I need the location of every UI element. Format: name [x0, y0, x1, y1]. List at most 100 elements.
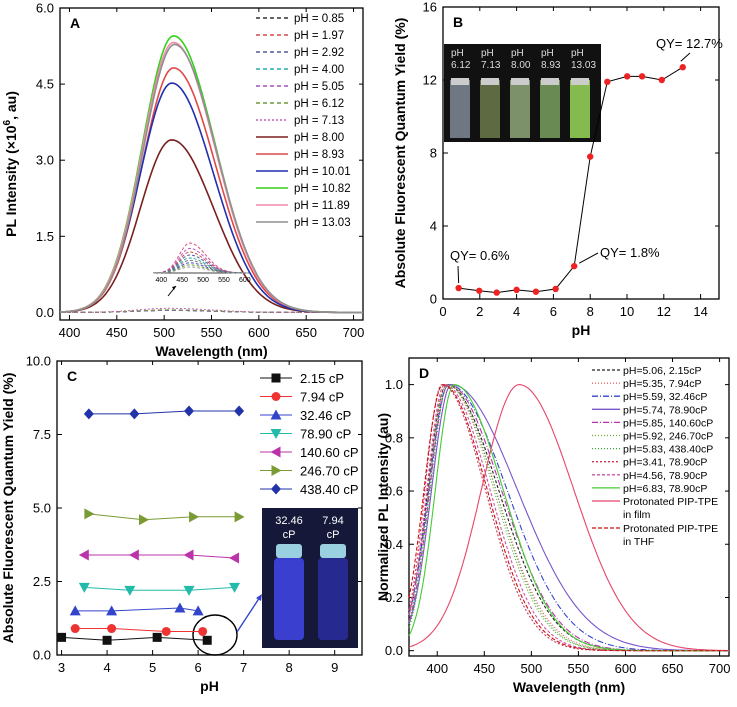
y-tick-label: 0.0: [385, 643, 403, 658]
series-line: [75, 628, 203, 632]
marker-circle: [161, 626, 171, 636]
x-axis-label: Wavelength (nm): [155, 343, 267, 359]
marker-square: [202, 635, 212, 645]
x-tick-label: 6: [195, 660, 202, 675]
panel-a-axes: 400 450 500 550 600 650 700 0.0 1.5 3.0 4.5 6.0 Wave…: [2, 1, 364, 360]
annotation-label: QY= 0.6%: [450, 248, 510, 263]
x-tick-label: 8: [286, 660, 293, 675]
legend-label: pH=5.35, 7.94cP: [623, 378, 702, 390]
y-tick-label: 5.0: [33, 501, 51, 516]
legend-label: 246.70 cP: [300, 464, 359, 479]
series-line: [75, 607, 199, 612]
x-tick-label: 600: [615, 661, 637, 676]
y-tick-label: 0.0: [36, 305, 54, 320]
x-tick-label: 600: [248, 325, 270, 340]
legend-label: in film: [623, 509, 651, 521]
inset-tick-label: 500: [197, 277, 209, 284]
marker-triangle-left: [78, 549, 89, 561]
photo-label-ph: pH: [511, 48, 524, 59]
legend-label: pH=6.83, 78.90cP: [623, 483, 707, 495]
x-tick-label: 550: [201, 325, 223, 340]
vial: [450, 80, 470, 138]
photo-label-ph: pH: [571, 48, 584, 59]
x-tick-label: 450: [106, 325, 128, 340]
inset-series-line: [153, 259, 249, 274]
x-tick-label: 500: [153, 325, 175, 340]
legend-label: pH=3.41, 78.90cP: [623, 457, 707, 469]
y-tick-label: 6.0: [36, 1, 54, 16]
data-point: [552, 285, 559, 293]
vial-cap: [511, 78, 529, 85]
legend-label: Protonated PIP-TPE: [623, 496, 718, 508]
y-axis-label: Absolute Fluorescent Quantum Yield (%): [0, 373, 16, 644]
legend-label: 7.94 cP: [300, 390, 344, 405]
y-axis-label-part: , au): [3, 91, 19, 120]
annotation-label: QY= 12.7%: [656, 36, 723, 51]
legend-label: 140.60 cP: [300, 445, 359, 460]
y-tick-label: 16: [423, 0, 437, 15]
inset-tick-label: 400: [156, 277, 168, 284]
marker-square: [102, 635, 112, 645]
x-tick-label: 500: [521, 661, 543, 676]
legend-label: 32.46 cP: [300, 408, 351, 423]
annotation-label: QY= 1.8%: [600, 245, 660, 260]
legend-label: pH=5.83, 438.40cP: [623, 444, 713, 456]
vial: [318, 558, 348, 640]
panel-c-axes: 3 4 5 6 7 8 9 0.0 2.5 5.0 7.5 10.0 pH Absolute Fluore…: [0, 354, 363, 694]
zoom-arrowhead: [256, 594, 262, 601]
inset-tick-label: 600: [239, 277, 251, 284]
marker-triangle-right: [234, 511, 245, 523]
marker-circle: [271, 392, 281, 401]
series-line: [408, 384, 729, 652]
data-point: [476, 287, 483, 294]
legend-label: pH = 4.00: [294, 64, 344, 76]
vial: [274, 558, 304, 640]
marker-triangle-left: [183, 549, 194, 561]
x-tick-label: 8: [587, 304, 594, 319]
marker-diamond: [234, 405, 245, 417]
marker-triangle-down: [183, 585, 195, 596]
legend-label: pH = 1.97: [294, 30, 344, 42]
panel-b-series: [455, 64, 686, 296]
data-point: [587, 153, 594, 160]
photo-label-value: 32.46: [275, 515, 303, 527]
legend-label: pH = 10.82: [294, 183, 351, 195]
legend-label: 2.15 cP: [300, 371, 344, 386]
marker-diamond: [184, 405, 195, 417]
inset-pointer-arrowhead: [172, 286, 176, 290]
marker-circle: [198, 626, 208, 636]
panel-d-axes: 400 450 500 550 600 650 700 0.0 0.2 0.4 0.6 0.8 1.0 W…: [375, 357, 730, 695]
legend-label: pH = 0.85: [294, 13, 344, 25]
panel-b-annotations: QY= 0.6% QY= 1.8% QY= 12.7%: [450, 36, 723, 284]
panel-letter: C: [67, 368, 77, 384]
x-tick-label: 7: [240, 660, 247, 675]
x-tick-label: 400: [59, 325, 81, 340]
x-tick-label: 0: [439, 304, 446, 319]
y-tick-label: 1.0: [385, 377, 403, 392]
marker-triangle-right: [189, 511, 200, 523]
marker-triangle-left: [270, 446, 281, 458]
y-tick-label: 8: [430, 146, 437, 161]
vial: [570, 80, 590, 138]
vial-cap: [541, 78, 559, 85]
series-line: [88, 513, 240, 521]
series-line: [408, 384, 729, 652]
marker-triangle-down: [78, 582, 90, 593]
panel-d-series: [408, 384, 729, 652]
x-tick-label: 14: [693, 304, 707, 319]
panel-b-axes: 0 2 4 6 8 10 12 14 0 4 8 12 16 pH Absolute Fluorescent…: [392, 0, 720, 338]
photo-label-value: 8.00: [511, 60, 531, 71]
annotation-arrow: [578, 252, 599, 264]
photo-label-unit: cP: [283, 529, 296, 541]
x-tick-label: 3: [58, 660, 65, 675]
panel-letter: A: [70, 15, 80, 31]
x-tick-label: 4: [513, 304, 520, 319]
vial: [540, 80, 560, 138]
y-tick-label: 0.6: [385, 484, 403, 499]
x-axis-label: pH: [572, 322, 591, 338]
photo-label-value: 7.13: [481, 60, 501, 71]
legend-label: pH = 13.03: [294, 217, 351, 229]
data-point: [532, 288, 540, 295]
